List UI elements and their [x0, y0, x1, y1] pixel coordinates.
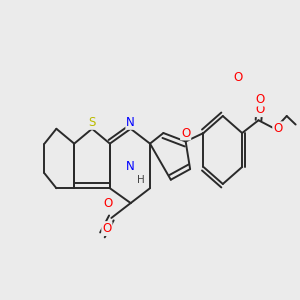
Text: O: O [102, 222, 112, 235]
Text: N: N [126, 160, 135, 173]
Text: O: O [255, 103, 265, 116]
Text: H: H [137, 175, 145, 185]
Text: O: O [181, 127, 190, 140]
Text: S: S [88, 116, 96, 129]
Text: O: O [273, 122, 282, 135]
Text: O: O [233, 71, 242, 84]
Text: O: O [255, 92, 265, 106]
Text: O: O [104, 196, 113, 210]
Text: N: N [126, 116, 135, 129]
